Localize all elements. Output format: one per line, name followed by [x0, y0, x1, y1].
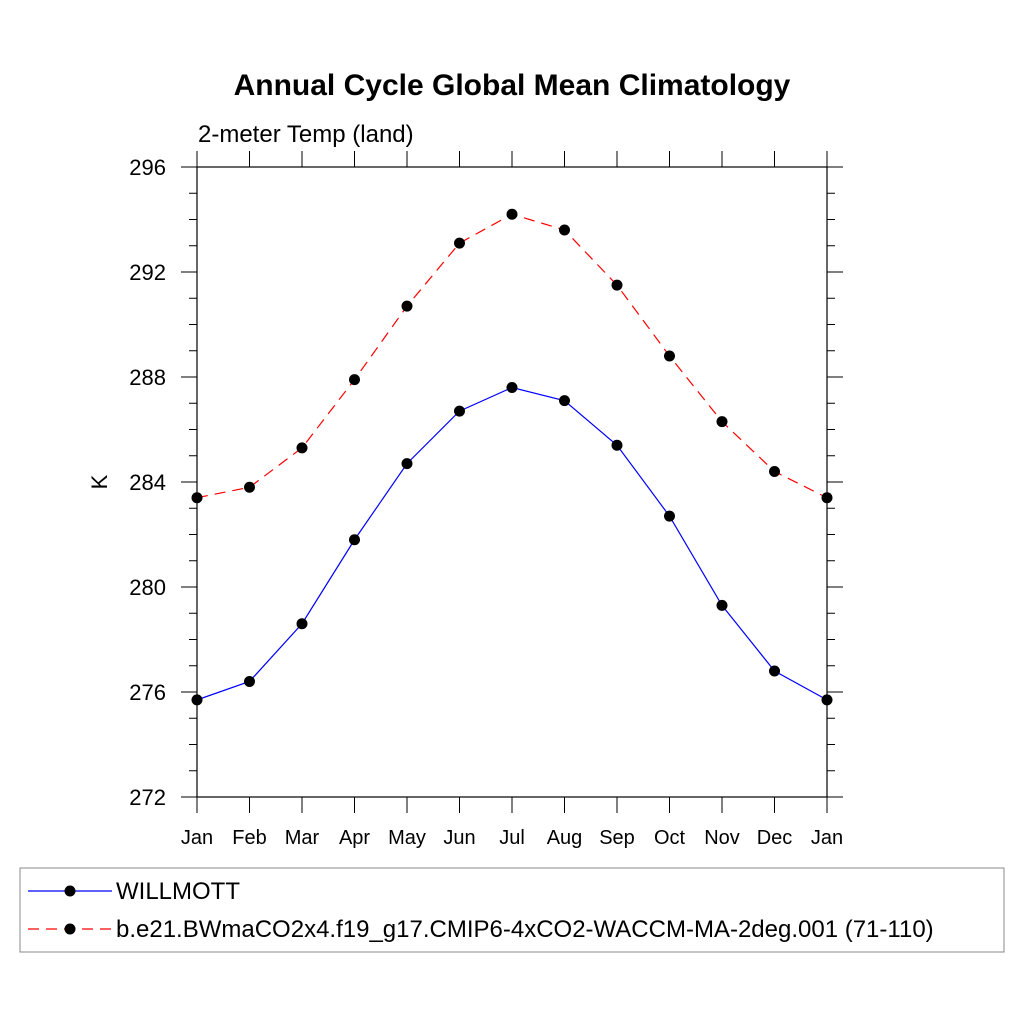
data-point [454, 405, 465, 417]
data-point [821, 694, 833, 706]
data-point [401, 300, 413, 312]
y-tick-label: 284 [129, 470, 166, 495]
data-point [191, 694, 203, 706]
legend-marker [64, 923, 76, 935]
data-point [611, 439, 623, 451]
data-point [349, 534, 360, 546]
x-tick-label: Aug [547, 827, 583, 849]
legend-box [19, 867, 1005, 953]
x-tick-label: Jun [443, 827, 475, 849]
x-tick-label: May [388, 827, 426, 849]
data-point [349, 374, 360, 386]
axes: 272 276 280 284 288 292 296 Jan Feb Mar Apr May Jun J… [129, 151, 843, 849]
y-tick-label: 280 [129, 575, 166, 600]
data-point [244, 481, 255, 493]
data-point [191, 492, 203, 504]
chart-subtitle: 2-meter Temp (land) [198, 121, 414, 148]
legend-label: WILLMOTT [116, 878, 240, 905]
x-tick-label: Jul [499, 827, 525, 849]
plot-frame [196, 166, 828, 798]
data-point [664, 350, 675, 362]
x-tick-label: Mar [285, 827, 320, 849]
x-tick-label: Apr [339, 827, 370, 849]
data-point [506, 208, 518, 220]
data-point [769, 665, 780, 677]
data-point [244, 676, 255, 687]
x-tick-label: Oct [654, 827, 686, 849]
data-point [716, 416, 728, 428]
data-point [664, 510, 675, 522]
x-tick-label: Nov [704, 827, 740, 849]
y-tick-label: 276 [129, 680, 166, 705]
data-point [559, 224, 570, 236]
series-2 [191, 208, 833, 504]
data-point [401, 458, 413, 470]
y-tick-label: 296 [129, 155, 166, 180]
x-tick-label: Feb [232, 827, 266, 849]
series-1 [191, 382, 833, 706]
x-tick-label: Sep [599, 827, 635, 849]
data-point [769, 466, 780, 477]
data-point [559, 395, 570, 407]
chart-title: Annual Cycle Global Mean Climatology [234, 69, 791, 102]
legend: WILLMOTT b.e21.BWmaCO2x4.f19_g17.CMIP6-4x… [19, 867, 1005, 953]
series-line [196, 386, 828, 701]
y-tick-label: 272 [129, 785, 166, 810]
series-line [196, 213, 828, 499]
data-point [716, 599, 728, 611]
x-tick-label: Jan [811, 827, 843, 849]
legend-label: b.e21.BWmaCO2x4.f19_g17.CMIP6-4xCO2-WACC… [116, 916, 934, 943]
y-axis-label: K [87, 474, 112, 489]
data-point [821, 492, 833, 504]
x-tick-label: Jan [181, 827, 213, 849]
y-tick-label: 292 [129, 260, 166, 285]
y-tick-label: 288 [129, 365, 166, 390]
data-point [454, 237, 465, 249]
data-point [611, 279, 623, 291]
data-point [296, 442, 308, 454]
series-layer [191, 208, 833, 706]
x-tick-label: Dec [757, 827, 793, 849]
data-point [296, 618, 308, 630]
legend-marker [64, 885, 76, 897]
data-point [506, 382, 518, 393]
